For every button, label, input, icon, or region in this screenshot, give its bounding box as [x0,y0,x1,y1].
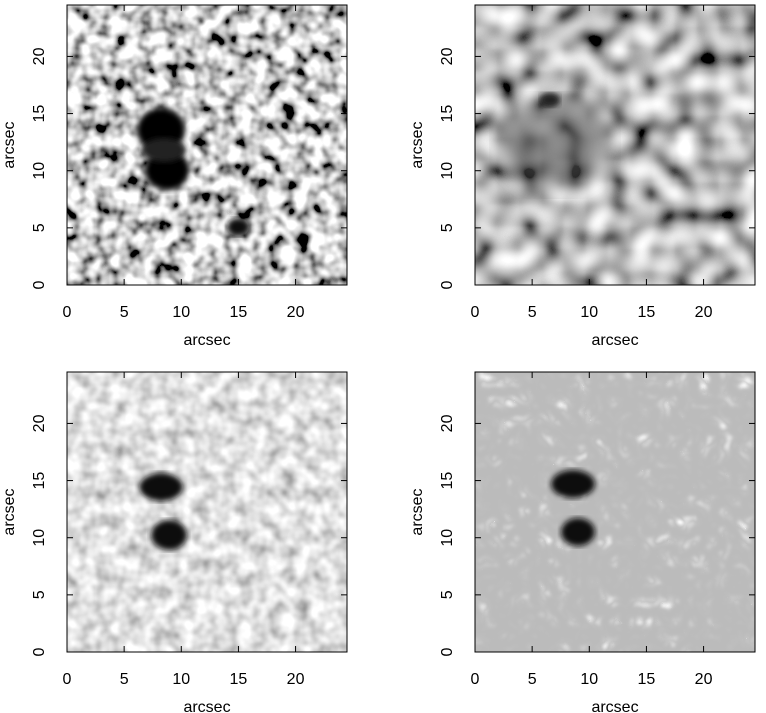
y-tick-label: 0 [439,647,456,656]
y-tick-label: 20 [439,414,456,432]
x-axis-label: arcsec [591,699,638,713]
y-axis-label: arcsec [409,121,426,168]
x-tick-label: 15 [230,671,248,688]
x-tick-label: 10 [172,671,190,688]
x-axis-label: arcsec [183,332,230,349]
image-3 [67,372,347,652]
x-axis-label: arcsec [183,699,230,713]
x-tick-label: 10 [580,671,598,688]
y-tick-label: 10 [31,529,48,547]
image-4 [475,372,755,652]
x-axis-label: arcsec [591,332,638,349]
y-tick-label: 15 [31,472,48,490]
x-tick-label: 10 [580,304,598,321]
x-tick-label: 20 [287,304,305,321]
x-tick-label: 5 [120,671,129,688]
y-tick-label: 5 [439,223,456,232]
y-tick-label: 10 [31,162,48,180]
y-axis-label: arcsec [409,488,426,535]
y-axis-label: arcsec [1,488,18,535]
x-tick-label: 0 [63,304,72,321]
x-tick-label: 20 [695,304,713,321]
y-tick-label: 15 [31,105,48,123]
x-tick-label: 20 [695,671,713,688]
y-tick-label: 0 [31,647,48,656]
x-tick-label: 5 [528,671,537,688]
y-tick-label: 15 [439,105,456,123]
x-tick-label: 5 [528,304,537,321]
y-tick-label: 20 [439,47,456,65]
y-axis-label: arcsec [1,121,18,168]
x-tick-label: 20 [287,671,305,688]
y-tick-label: 20 [31,414,48,432]
y-tick-label: 5 [31,590,48,599]
y-tick-label: 10 [439,529,456,547]
y-tick-label: 10 [439,162,456,180]
y-tick-label: 0 [439,280,456,289]
plot-frame [474,4,756,286]
x-tick-label: 10 [172,304,190,321]
image-2 [475,5,755,285]
x-tick-label: 15 [230,304,248,321]
x-tick-label: 0 [471,671,480,688]
x-tick-label: 0 [63,671,72,688]
image-1 [67,5,347,285]
y-tick-label: 0 [31,280,48,289]
plot-frame [66,371,348,653]
x-tick-label: 15 [638,671,656,688]
x-tick-label: 5 [120,304,129,321]
x-tick-label: 0 [471,304,480,321]
plot-frame [66,4,348,286]
y-tick-label: 5 [439,590,456,599]
plot-frame [474,371,756,653]
y-tick-label: 5 [31,223,48,232]
x-tick-label: 15 [638,304,656,321]
y-tick-label: 15 [439,472,456,490]
y-tick-label: 20 [31,47,48,65]
